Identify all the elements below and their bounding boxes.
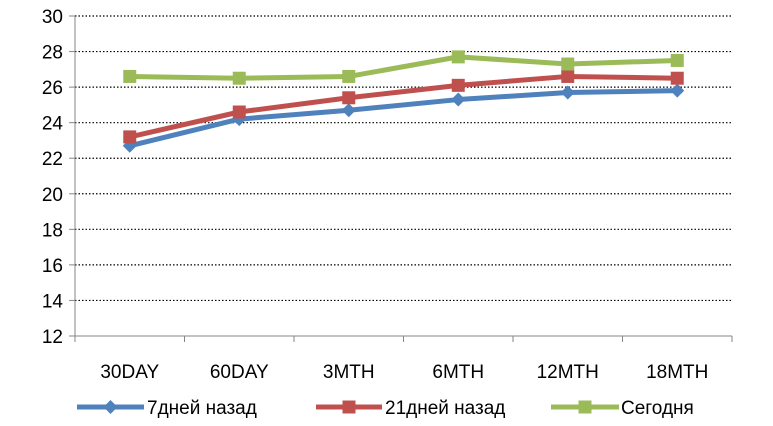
x-tick-label: 18MTH bbox=[646, 362, 708, 383]
legend-item: Сегодня bbox=[551, 398, 694, 419]
series-line bbox=[127, 54, 680, 81]
y-tick-label: 20 bbox=[42, 185, 63, 206]
legend-marker bbox=[342, 400, 356, 414]
data-point bbox=[232, 71, 246, 85]
legend-marker bbox=[578, 400, 592, 414]
x-tick-label: 6MTH bbox=[432, 362, 484, 383]
data-point bbox=[670, 71, 684, 85]
legend-label: 21дней назад bbox=[385, 398, 505, 419]
data-point bbox=[342, 69, 356, 83]
data-point bbox=[451, 50, 465, 64]
data-point bbox=[451, 92, 466, 107]
y-tick-label: 30 bbox=[42, 7, 63, 28]
series-2 bbox=[123, 69, 684, 144]
y-tick-label: 14 bbox=[42, 291, 64, 312]
series-line bbox=[127, 73, 680, 140]
x-tick-label: 3MTH bbox=[323, 362, 375, 383]
y-tick-label: 24 bbox=[42, 114, 64, 135]
data-point bbox=[123, 130, 137, 144]
legend-item: 21дней назад bbox=[316, 398, 505, 419]
x-tick-label: 60DAY bbox=[210, 362, 269, 383]
x-tick-label: 30DAY bbox=[100, 362, 159, 383]
data-point bbox=[232, 105, 246, 119]
data-point bbox=[561, 57, 575, 71]
y-tick-label: 28 bbox=[42, 43, 63, 64]
gridlines bbox=[75, 15, 732, 302]
data-point bbox=[561, 69, 575, 83]
series-3 bbox=[123, 50, 684, 85]
axes bbox=[69, 15, 733, 342]
data-point bbox=[670, 53, 684, 67]
data-point bbox=[123, 69, 137, 83]
data-point bbox=[451, 78, 465, 92]
legend-item: 7дней назад bbox=[77, 398, 257, 419]
data-point bbox=[560, 85, 575, 100]
y-tick-label: 22 bbox=[42, 149, 63, 170]
y-tick-label: 16 bbox=[42, 256, 63, 277]
y-axis-tick-labels: 12 14 16 18 20 22 24 26 28 30 bbox=[42, 7, 64, 348]
data-point bbox=[342, 91, 356, 105]
data-point bbox=[670, 83, 685, 98]
legend: 7дней назад 21дней назад Сегодня bbox=[77, 398, 694, 419]
data-point bbox=[341, 103, 356, 118]
y-tick-label: 18 bbox=[42, 220, 63, 241]
y-tick-label: 26 bbox=[42, 78, 63, 99]
x-tick-label: 12MTH bbox=[537, 362, 599, 383]
series-1 bbox=[122, 83, 685, 153]
x-axis-tick-labels: 30DAY 60DAY 3MTH 6MTH 12MTH 18MTH bbox=[100, 362, 708, 383]
legend-label: Сегодня bbox=[621, 398, 694, 419]
series-lines bbox=[122, 50, 685, 153]
series-line bbox=[127, 88, 680, 149]
legend-marker bbox=[103, 400, 118, 414]
legend-label: 7дней назад bbox=[147, 398, 257, 419]
y-tick-label: 12 bbox=[42, 327, 63, 348]
